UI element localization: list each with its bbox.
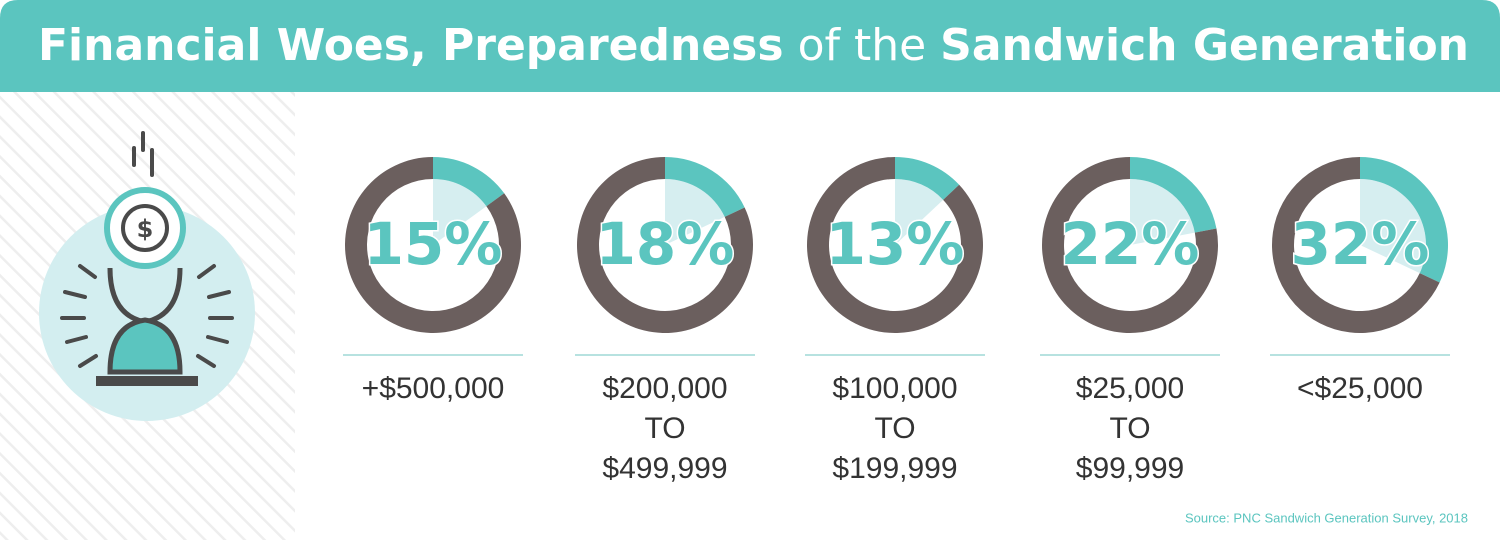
donut-segment bbox=[1360, 157, 1448, 283]
icon: $ bbox=[39, 131, 255, 421]
donut-segment bbox=[895, 157, 960, 200]
highlight-wedge bbox=[895, 179, 944, 245]
highlight-wedge bbox=[433, 179, 487, 245]
svg-text:$: $ bbox=[137, 215, 154, 243]
category-label: $25,000 bbox=[1076, 372, 1184, 405]
title-part: of the bbox=[798, 20, 927, 71]
highlight-wedge bbox=[1130, 179, 1195, 245]
category-label: $99,999 bbox=[1076, 452, 1184, 485]
category-label: +$500,000 bbox=[362, 372, 505, 405]
title-part: Sandwich Generation bbox=[940, 20, 1469, 71]
category-label: $100,000 bbox=[832, 372, 957, 405]
category-label: <$25,000 bbox=[1297, 372, 1423, 405]
header-band bbox=[0, 0, 1500, 92]
category-label: $199,999 bbox=[832, 452, 957, 485]
category-label: $499,999 bbox=[602, 452, 727, 485]
value-label: 15% bbox=[364, 210, 503, 278]
value-label: 32% bbox=[1291, 210, 1430, 278]
donut-segment bbox=[433, 157, 505, 207]
title-part: Financial Woes, Preparedness bbox=[38, 20, 784, 71]
donut-segment bbox=[665, 157, 745, 217]
highlight-wedge bbox=[665, 179, 725, 245]
value-label: 13% bbox=[826, 210, 965, 278]
category-label: TO bbox=[874, 412, 915, 445]
donut-segment bbox=[1130, 157, 1217, 233]
category-label: TO bbox=[1109, 412, 1150, 445]
value-label: 18% bbox=[596, 210, 735, 278]
category-label: $200,000 bbox=[602, 372, 727, 405]
category-label: TO bbox=[644, 412, 685, 445]
highlight-wedge bbox=[1360, 179, 1427, 274]
source: Source: PNC Sandwich Generation Survey, … bbox=[1185, 510, 1468, 525]
value-label: 22% bbox=[1061, 210, 1200, 278]
title: Financial Woes, Preparedness of the Sand… bbox=[38, 20, 1469, 71]
